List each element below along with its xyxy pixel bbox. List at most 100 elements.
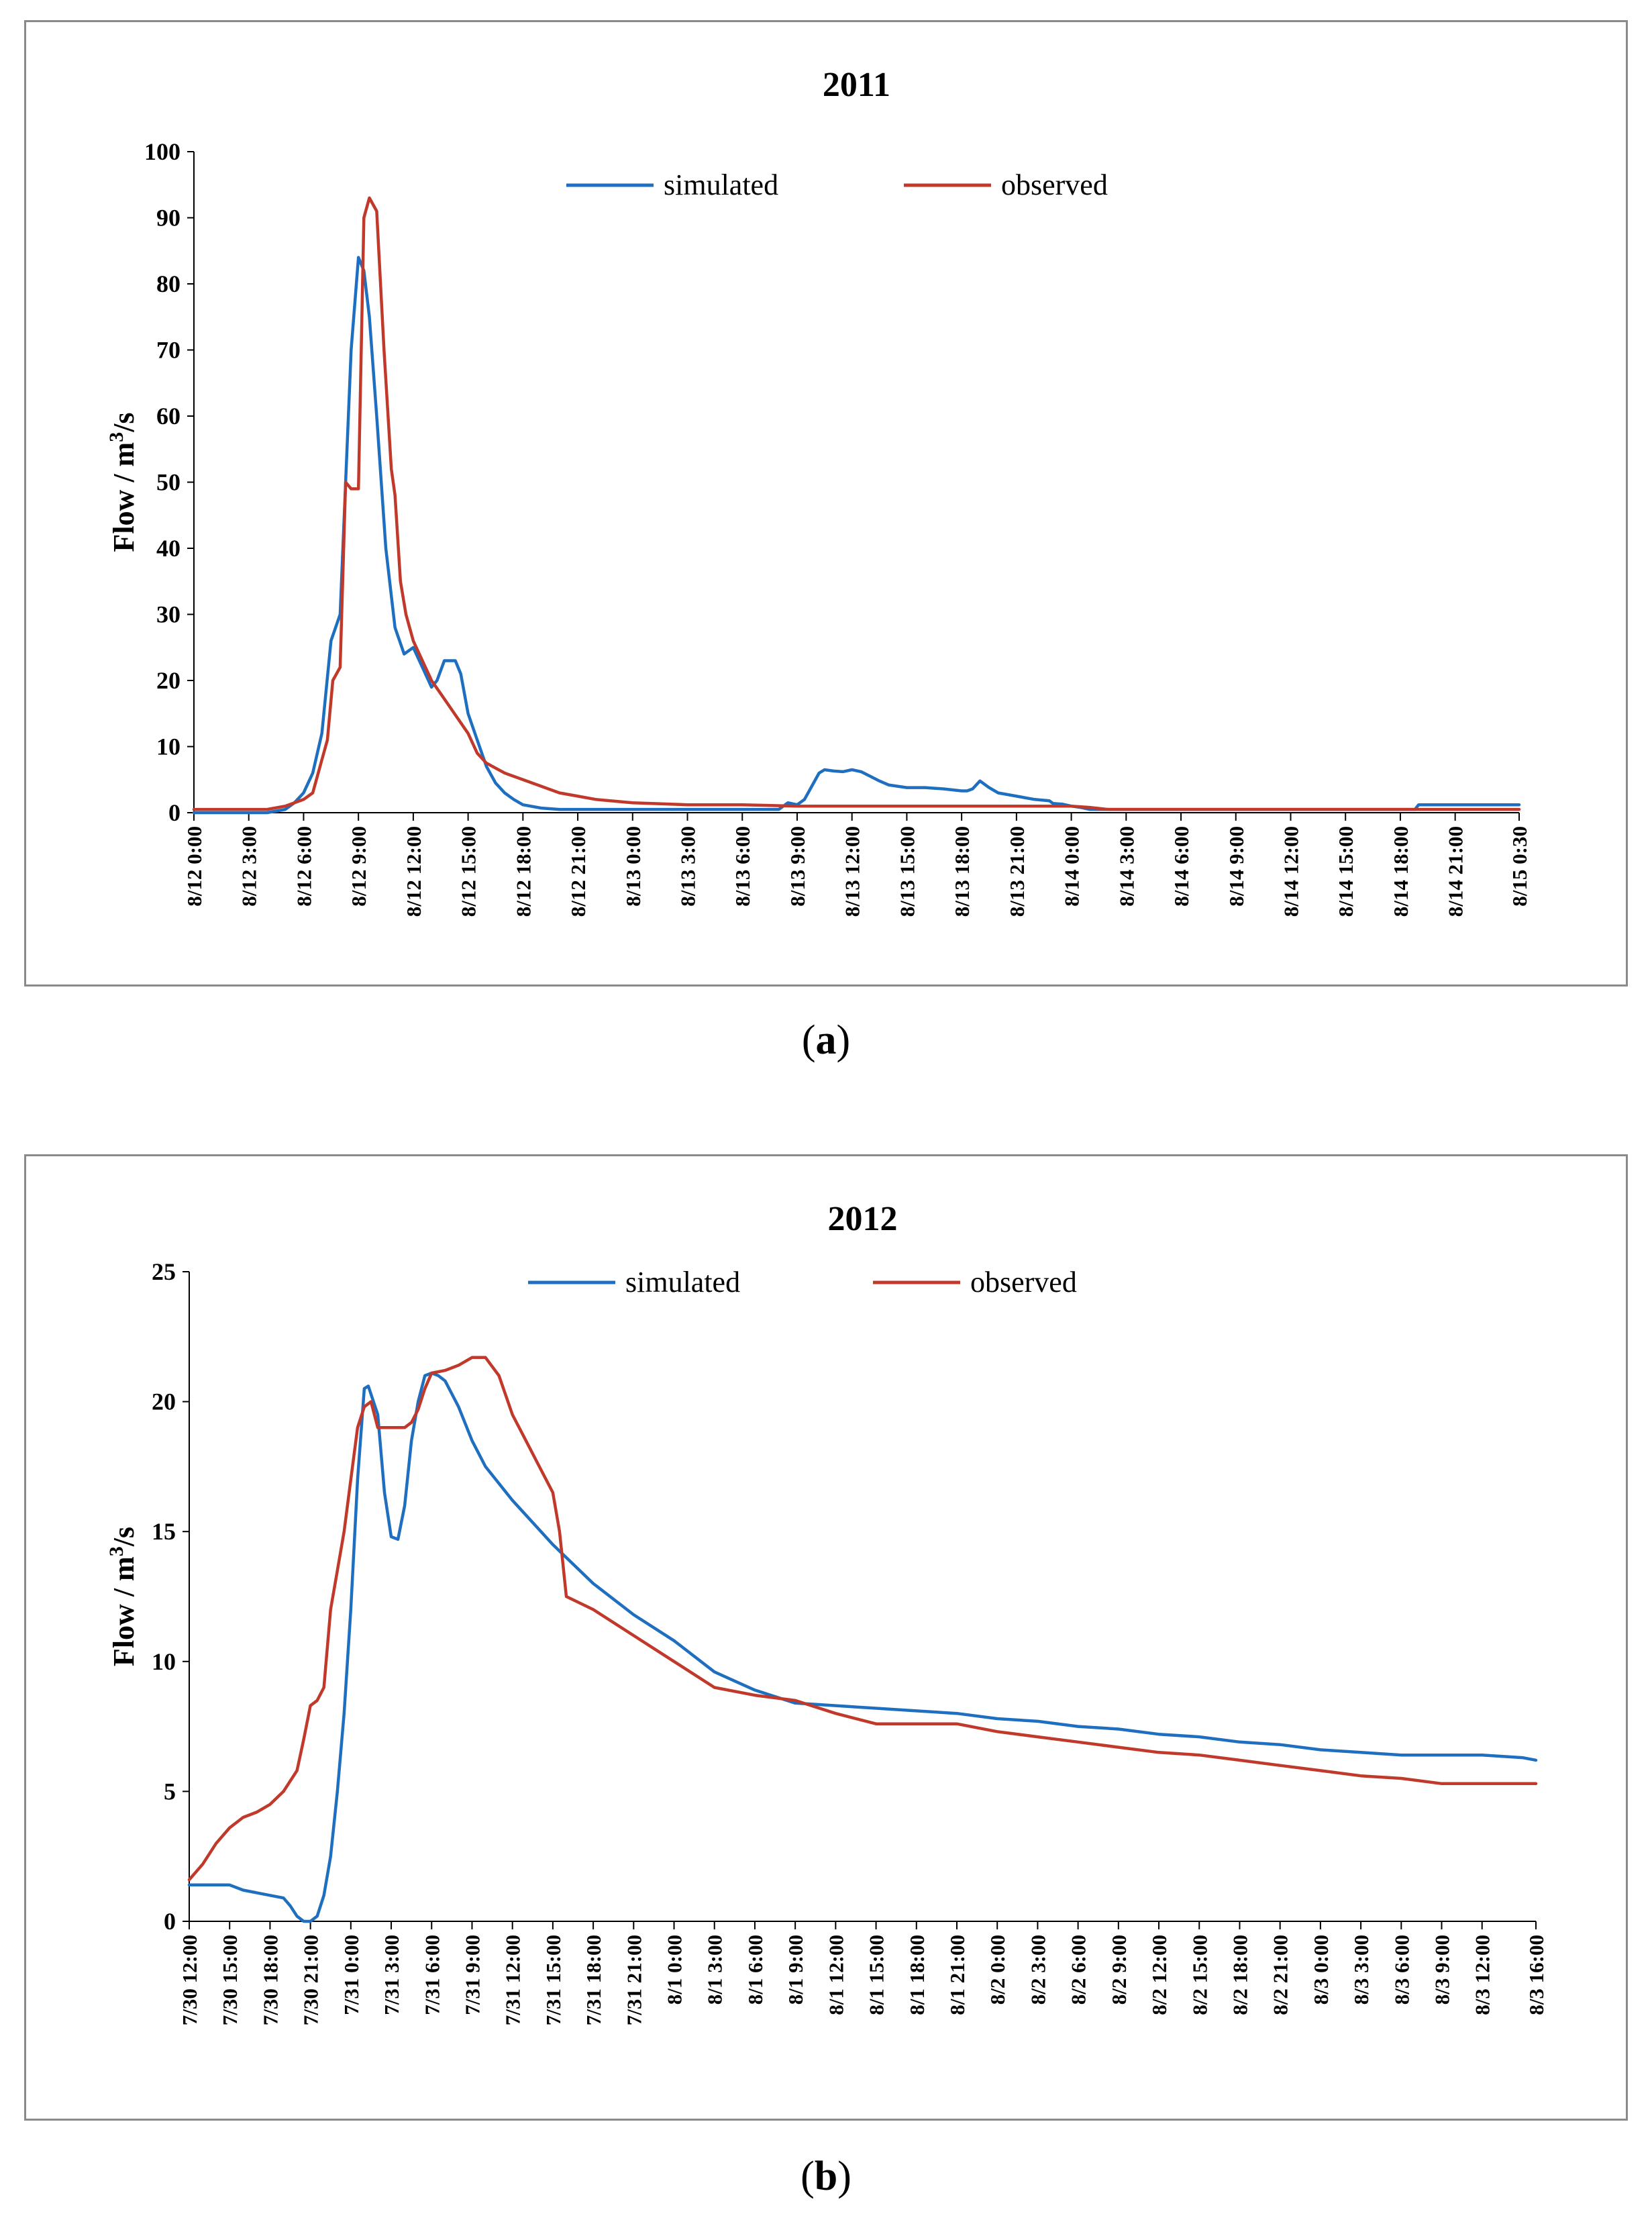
x-tick-label: 8/13 3:00 xyxy=(676,826,700,907)
y-tick-label: 20 xyxy=(156,667,180,694)
y-axis-label: Flow / m3/s xyxy=(105,1527,140,1666)
caption-b-close: ) xyxy=(837,2154,851,2199)
x-tick-label: 7/31 12:00 xyxy=(501,1935,525,2025)
x-tick-label: 8/14 0:00 xyxy=(1060,826,1084,907)
caption-b-open: ( xyxy=(801,2154,815,2199)
caption-a: (a) xyxy=(0,1017,1652,1064)
caption-a-open: ( xyxy=(801,1017,816,1063)
x-tick-label: 8/13 6:00 xyxy=(731,826,754,907)
x-tick-label: 8/14 15:00 xyxy=(1334,826,1357,917)
x-tick-label: 8/12 6:00 xyxy=(292,826,315,907)
series-line-observed xyxy=(192,196,1521,811)
y-axis-label-text: Flow / m xyxy=(107,442,140,552)
x-tick-label: 8/13 21:00 xyxy=(1005,826,1029,917)
series-line-observed xyxy=(187,1356,1538,1882)
x-tick-label: 8/1 18:00 xyxy=(905,1935,929,2015)
y-tick-label: 50 xyxy=(156,469,180,496)
x-tick-label: 7/31 15:00 xyxy=(541,1935,565,2025)
x-tick-label: 8/12 21:00 xyxy=(566,826,590,917)
y-axis-label-sup: 3 xyxy=(105,432,127,442)
x-tick-label: 8/14 18:00 xyxy=(1389,826,1412,917)
x-tick-label: 8/14 21:00 xyxy=(1444,826,1467,917)
x-tick-label: 8/1 3:00 xyxy=(703,1935,727,2005)
x-tick-label: 8/2 6:00 xyxy=(1067,1935,1090,2005)
y-tick-label: 25 xyxy=(152,1258,176,1285)
caption-b-letter: b xyxy=(814,2154,838,2199)
x-tick-label: 7/31 0:00 xyxy=(340,1935,363,2015)
x-tick-label: 8/13 12:00 xyxy=(841,826,864,917)
x-tick-label: 8/1 12:00 xyxy=(824,1935,847,2015)
y-tick-label: 90 xyxy=(156,205,180,232)
x-tick-label: 8/12 15:00 xyxy=(457,826,480,917)
x-tick-label: 8/14 9:00 xyxy=(1225,826,1248,907)
x-tick-label: 8/13 15:00 xyxy=(895,826,919,917)
y-tick-label: 40 xyxy=(156,535,180,562)
x-tick-label: 8/12 12:00 xyxy=(402,826,425,917)
x-tick-label: 8/14 12:00 xyxy=(1279,826,1302,917)
x-tick-label: 8/2 12:00 xyxy=(1147,1935,1171,2015)
y-axis-label-sup: 3 xyxy=(105,1546,127,1556)
y-tick-label: 0 xyxy=(168,799,180,826)
chart-panel-2011: 2011 Flow / m3/s 0 10 20 30 40 50 60 70 80 90 100 8/1… xyxy=(24,20,1628,986)
x-tick-label: 8/2 18:00 xyxy=(1228,1935,1251,2015)
x-tick-label: 8/12 18:00 xyxy=(511,826,535,917)
x-tick-label: 8/12 3:00 xyxy=(238,826,261,907)
caption-a-letter: a xyxy=(815,1017,837,1063)
x-tick-label: 8/13 9:00 xyxy=(786,826,809,907)
y-tick-label: 20 xyxy=(152,1388,176,1415)
x-tick-label: 8/2 0:00 xyxy=(986,1935,1009,2005)
x-tick-label: 8/12 9:00 xyxy=(347,826,370,907)
x-tick-label: 7/31 3:00 xyxy=(380,1935,403,2015)
x-tick-label: 8/1 0:00 xyxy=(663,1935,686,2005)
x-tick-label: 8/3 0:00 xyxy=(1309,1935,1333,2005)
y-tick-label: 10 xyxy=(152,1648,176,1675)
y-axis-label-unit: /s xyxy=(107,1527,140,1547)
x-tick-label: 8/1 9:00 xyxy=(784,1935,807,2005)
x-tick-label: 8/2 21:00 xyxy=(1269,1935,1292,2015)
x-tick-label: 7/30 21:00 xyxy=(299,1935,323,2025)
series-line-simulated xyxy=(187,1371,1538,1923)
y-tick-label: 5 xyxy=(164,1778,176,1805)
x-tick-label: 8/2 9:00 xyxy=(1107,1935,1131,2005)
y-tick-label: 15 xyxy=(152,1518,176,1545)
chart-2012: 2012 Flow / m3/s 0 5 10 15 20 25 7/30 12:00 7/30 … xyxy=(105,1200,1548,2025)
x-tick-label: 8/14 3:00 xyxy=(1115,826,1138,907)
x-tick-label: 8/3 6:00 xyxy=(1390,1935,1413,2005)
y-tick-label: 80 xyxy=(156,270,180,297)
chart-title: 2011 xyxy=(823,66,890,104)
y-tick-label: 30 xyxy=(156,601,180,628)
x-tick-label: 7/30 12:00 xyxy=(178,1935,201,2025)
y-tick-label: 70 xyxy=(156,337,180,364)
y-tick-label: 100 xyxy=(144,138,180,165)
x-tick-label: 8/13 0:00 xyxy=(621,826,645,907)
x-tick-label: 7/31 6:00 xyxy=(420,1935,444,2015)
x-tick-label: 7/30 15:00 xyxy=(218,1935,242,2025)
caption-a-close: ) xyxy=(836,1017,851,1063)
chart-2011: 2011 Flow / m3/s 0 10 20 30 40 50 60 70 80 90 100 8/1… xyxy=(105,66,1531,917)
x-tick-label: 7/31 21:00 xyxy=(622,1935,646,2025)
x-tick-label: 7/31 9:00 xyxy=(460,1935,484,2015)
x-tick-label: 8/3 12:00 xyxy=(1471,1935,1494,2015)
x-tick-label: 7/31 18:00 xyxy=(582,1935,605,2025)
x-tick-label: 8/1 6:00 xyxy=(743,1935,767,2005)
x-tick-label: 8/1 21:00 xyxy=(945,1935,969,2015)
x-tick-label: 8/3 9:00 xyxy=(1431,1935,1454,2005)
chart-title: 2012 xyxy=(828,1200,898,1238)
x-tick-label: 8/14 6:00 xyxy=(1170,826,1193,907)
caption-b: (b) xyxy=(0,2153,1652,2200)
y-tick-label: 60 xyxy=(156,403,180,429)
x-tick-label: 8/3 3:00 xyxy=(1349,1935,1373,2005)
x-tick-label: 8/12 0:00 xyxy=(183,826,206,907)
series-line-simulated xyxy=(192,256,1521,815)
y-tick-label: 0 xyxy=(164,1908,176,1935)
x-tick-label: 7/30 18:00 xyxy=(258,1935,282,2025)
x-tick-label: 8/2 3:00 xyxy=(1026,1935,1049,2005)
legend-label-observed: observed xyxy=(970,1266,1077,1299)
x-tick-label: 8/3 16:00 xyxy=(1525,1935,1548,2015)
x-tick-label: 8/2 15:00 xyxy=(1188,1935,1211,2015)
legend-label-observed: observed xyxy=(1001,168,1108,201)
chart-panel-2012: 2012 Flow / m3/s 0 5 10 15 20 25 7/30 12:00 7/30 … xyxy=(24,1154,1628,2121)
x-tick-label: 8/13 18:00 xyxy=(950,826,974,917)
legend-label-simulated: simulated xyxy=(664,168,778,201)
x-tick-label: 8/1 15:00 xyxy=(865,1935,888,2015)
